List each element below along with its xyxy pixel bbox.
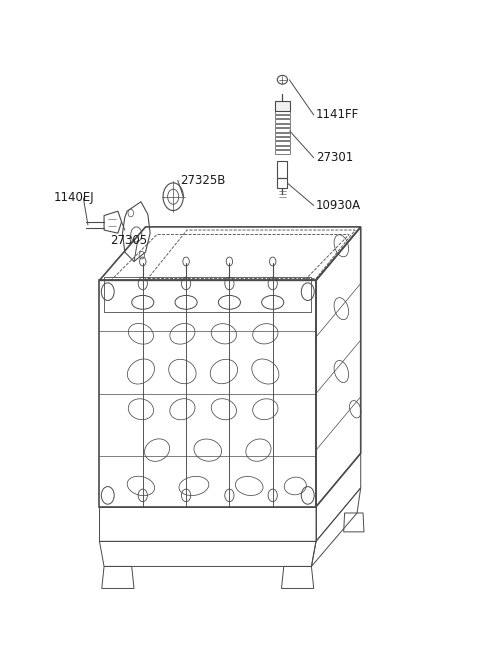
Text: 27301: 27301: [316, 151, 353, 164]
Text: 27305: 27305: [110, 234, 147, 247]
Text: 27325B: 27325B: [180, 174, 226, 187]
Text: 1140EJ: 1140EJ: [53, 191, 94, 204]
Text: 10930A: 10930A: [316, 199, 361, 212]
Text: 1141FF: 1141FF: [316, 109, 360, 121]
Polygon shape: [275, 101, 290, 111]
